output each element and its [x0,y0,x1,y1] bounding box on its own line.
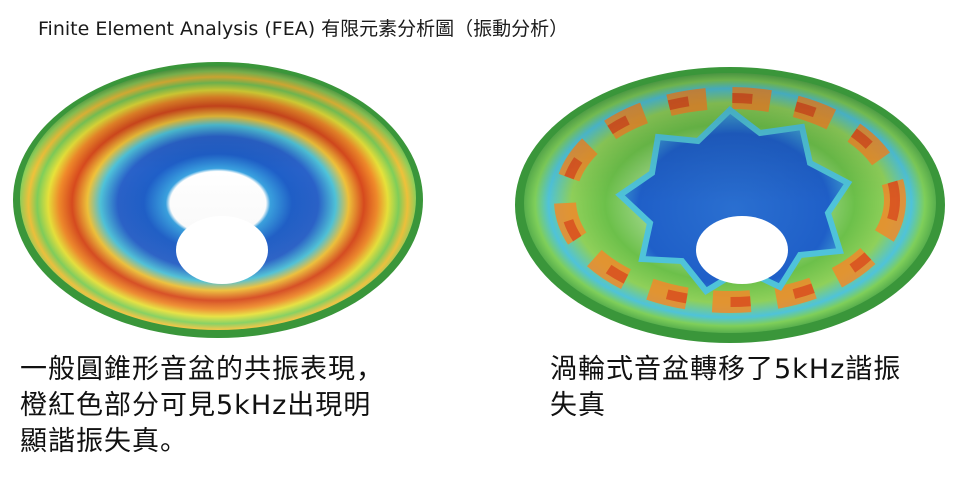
fea-turbo-cone-image [515,67,945,343]
fea-figure-conventional-cone [8,55,428,345]
page-title: Finite Element Analysis (FEA) 有限元素分析圖（振動… [38,18,569,40]
caption-line: 一般圓錐形音盆的共振表現， [20,354,384,385]
caption-turbo-cone: 渦輪式音盆轉移了5kHz諧振 失真 [550,352,950,424]
caption-conventional-cone: 一般圓錐形音盆的共振表現， 橙紅色部分可見5kHz出現明 顯諧振失真。 [20,352,460,460]
cone-center-hole [176,216,268,284]
turbo-cone-center-hole [696,216,788,284]
caption-line: 顯諧振失真。 [20,426,188,457]
caption-line: 失真 [550,390,606,421]
fea-figure-turbo-cone [510,55,950,345]
caption-line: 橙紅色部分可見5kHz出現明 [20,390,372,421]
caption-line: 渦輪式音盆轉移了5kHz諧振 [550,354,902,385]
fea-cone-image [13,62,423,338]
